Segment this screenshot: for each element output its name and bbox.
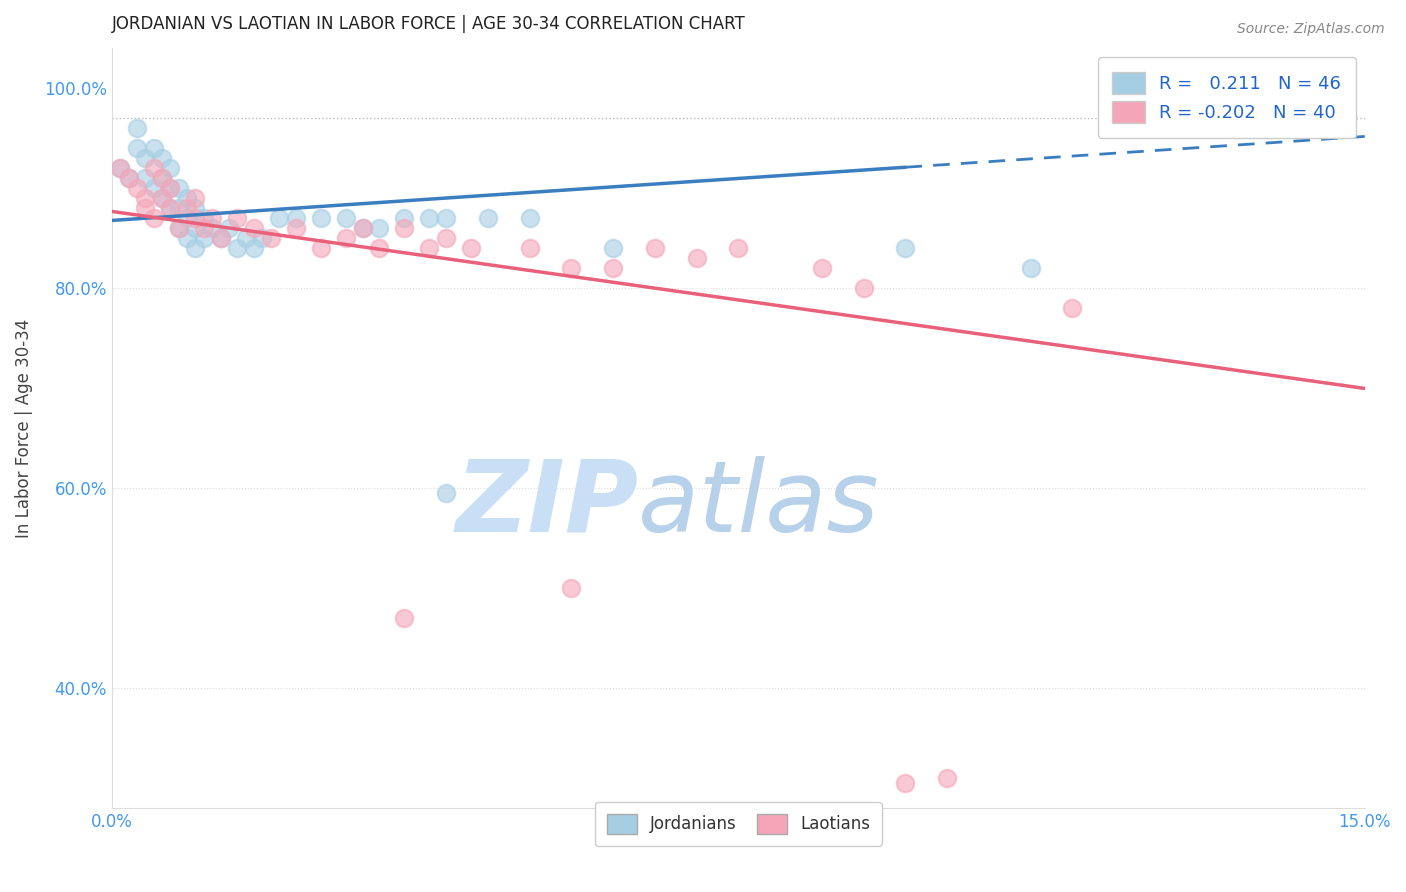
Point	[460, 242, 482, 256]
Point	[602, 261, 624, 276]
Point	[201, 221, 224, 235]
Point	[811, 261, 834, 276]
Point	[176, 202, 198, 216]
Point	[243, 242, 266, 256]
Legend: Jordanians, Laotians: Jordanians, Laotians	[595, 802, 882, 846]
Point	[352, 221, 374, 235]
Point	[184, 191, 207, 205]
Point	[150, 171, 173, 186]
Point	[184, 221, 207, 235]
Point	[184, 242, 207, 256]
Point	[284, 211, 307, 226]
Point	[110, 161, 132, 176]
Point	[394, 611, 416, 625]
Point	[150, 171, 173, 186]
Point	[167, 221, 190, 235]
Point	[150, 191, 173, 205]
Text: ZIP: ZIP	[456, 456, 638, 553]
Point	[159, 181, 181, 195]
Point	[352, 221, 374, 235]
Point	[394, 211, 416, 226]
Point	[418, 242, 440, 256]
Point	[176, 211, 198, 226]
Point	[267, 211, 290, 226]
Point	[118, 171, 141, 186]
Point	[142, 211, 165, 226]
Text: JORDANIAN VS LAOTIAN IN LABOR FORCE | AGE 30-34 CORRELATION CHART: JORDANIAN VS LAOTIAN IN LABOR FORCE | AG…	[112, 15, 745, 33]
Point	[176, 231, 198, 245]
Point	[936, 772, 959, 786]
Point	[335, 231, 357, 245]
Point	[134, 202, 156, 216]
Point	[193, 211, 215, 226]
Point	[134, 191, 156, 205]
Point	[226, 211, 249, 226]
Point	[243, 221, 266, 235]
Point	[685, 252, 707, 266]
Point	[309, 242, 332, 256]
Point	[394, 221, 416, 235]
Point	[167, 221, 190, 235]
Point	[852, 281, 875, 295]
Point	[125, 181, 148, 195]
Point	[644, 242, 666, 256]
Point	[125, 141, 148, 155]
Text: atlas: atlas	[638, 456, 880, 553]
Point	[309, 211, 332, 226]
Text: Source: ZipAtlas.com: Source: ZipAtlas.com	[1237, 22, 1385, 37]
Y-axis label: In Labor Force | Age 30-34: In Labor Force | Age 30-34	[15, 318, 32, 538]
Point	[142, 181, 165, 195]
Point	[150, 191, 173, 205]
Point	[368, 221, 391, 235]
Point	[118, 171, 141, 186]
Point	[193, 231, 215, 245]
Point	[159, 202, 181, 216]
Point	[284, 221, 307, 235]
Point	[226, 242, 249, 256]
Point	[727, 242, 749, 256]
Point	[560, 261, 582, 276]
Point	[110, 161, 132, 176]
Point	[602, 242, 624, 256]
Point	[134, 152, 156, 166]
Point	[167, 202, 190, 216]
Point	[260, 231, 283, 245]
Point	[150, 152, 173, 166]
Point	[519, 211, 541, 226]
Point	[209, 231, 232, 245]
Point	[335, 211, 357, 226]
Point	[519, 242, 541, 256]
Point	[1019, 261, 1042, 276]
Point	[159, 202, 181, 216]
Point	[167, 181, 190, 195]
Point	[125, 121, 148, 136]
Point	[560, 582, 582, 596]
Point	[894, 776, 917, 790]
Point	[1062, 301, 1084, 316]
Point	[142, 141, 165, 155]
Point	[142, 161, 165, 176]
Point	[434, 486, 457, 500]
Point	[184, 211, 207, 226]
Point	[184, 202, 207, 216]
Point	[159, 181, 181, 195]
Point	[252, 231, 274, 245]
Point	[193, 221, 215, 235]
Point	[894, 242, 917, 256]
Point	[159, 161, 181, 176]
Point	[368, 242, 391, 256]
Point	[209, 231, 232, 245]
Point	[235, 231, 257, 245]
Point	[134, 171, 156, 186]
Point	[418, 211, 440, 226]
Point	[218, 221, 240, 235]
Point	[477, 211, 499, 226]
Point	[176, 191, 198, 205]
Point	[434, 211, 457, 226]
Point	[201, 211, 224, 226]
Point	[434, 231, 457, 245]
